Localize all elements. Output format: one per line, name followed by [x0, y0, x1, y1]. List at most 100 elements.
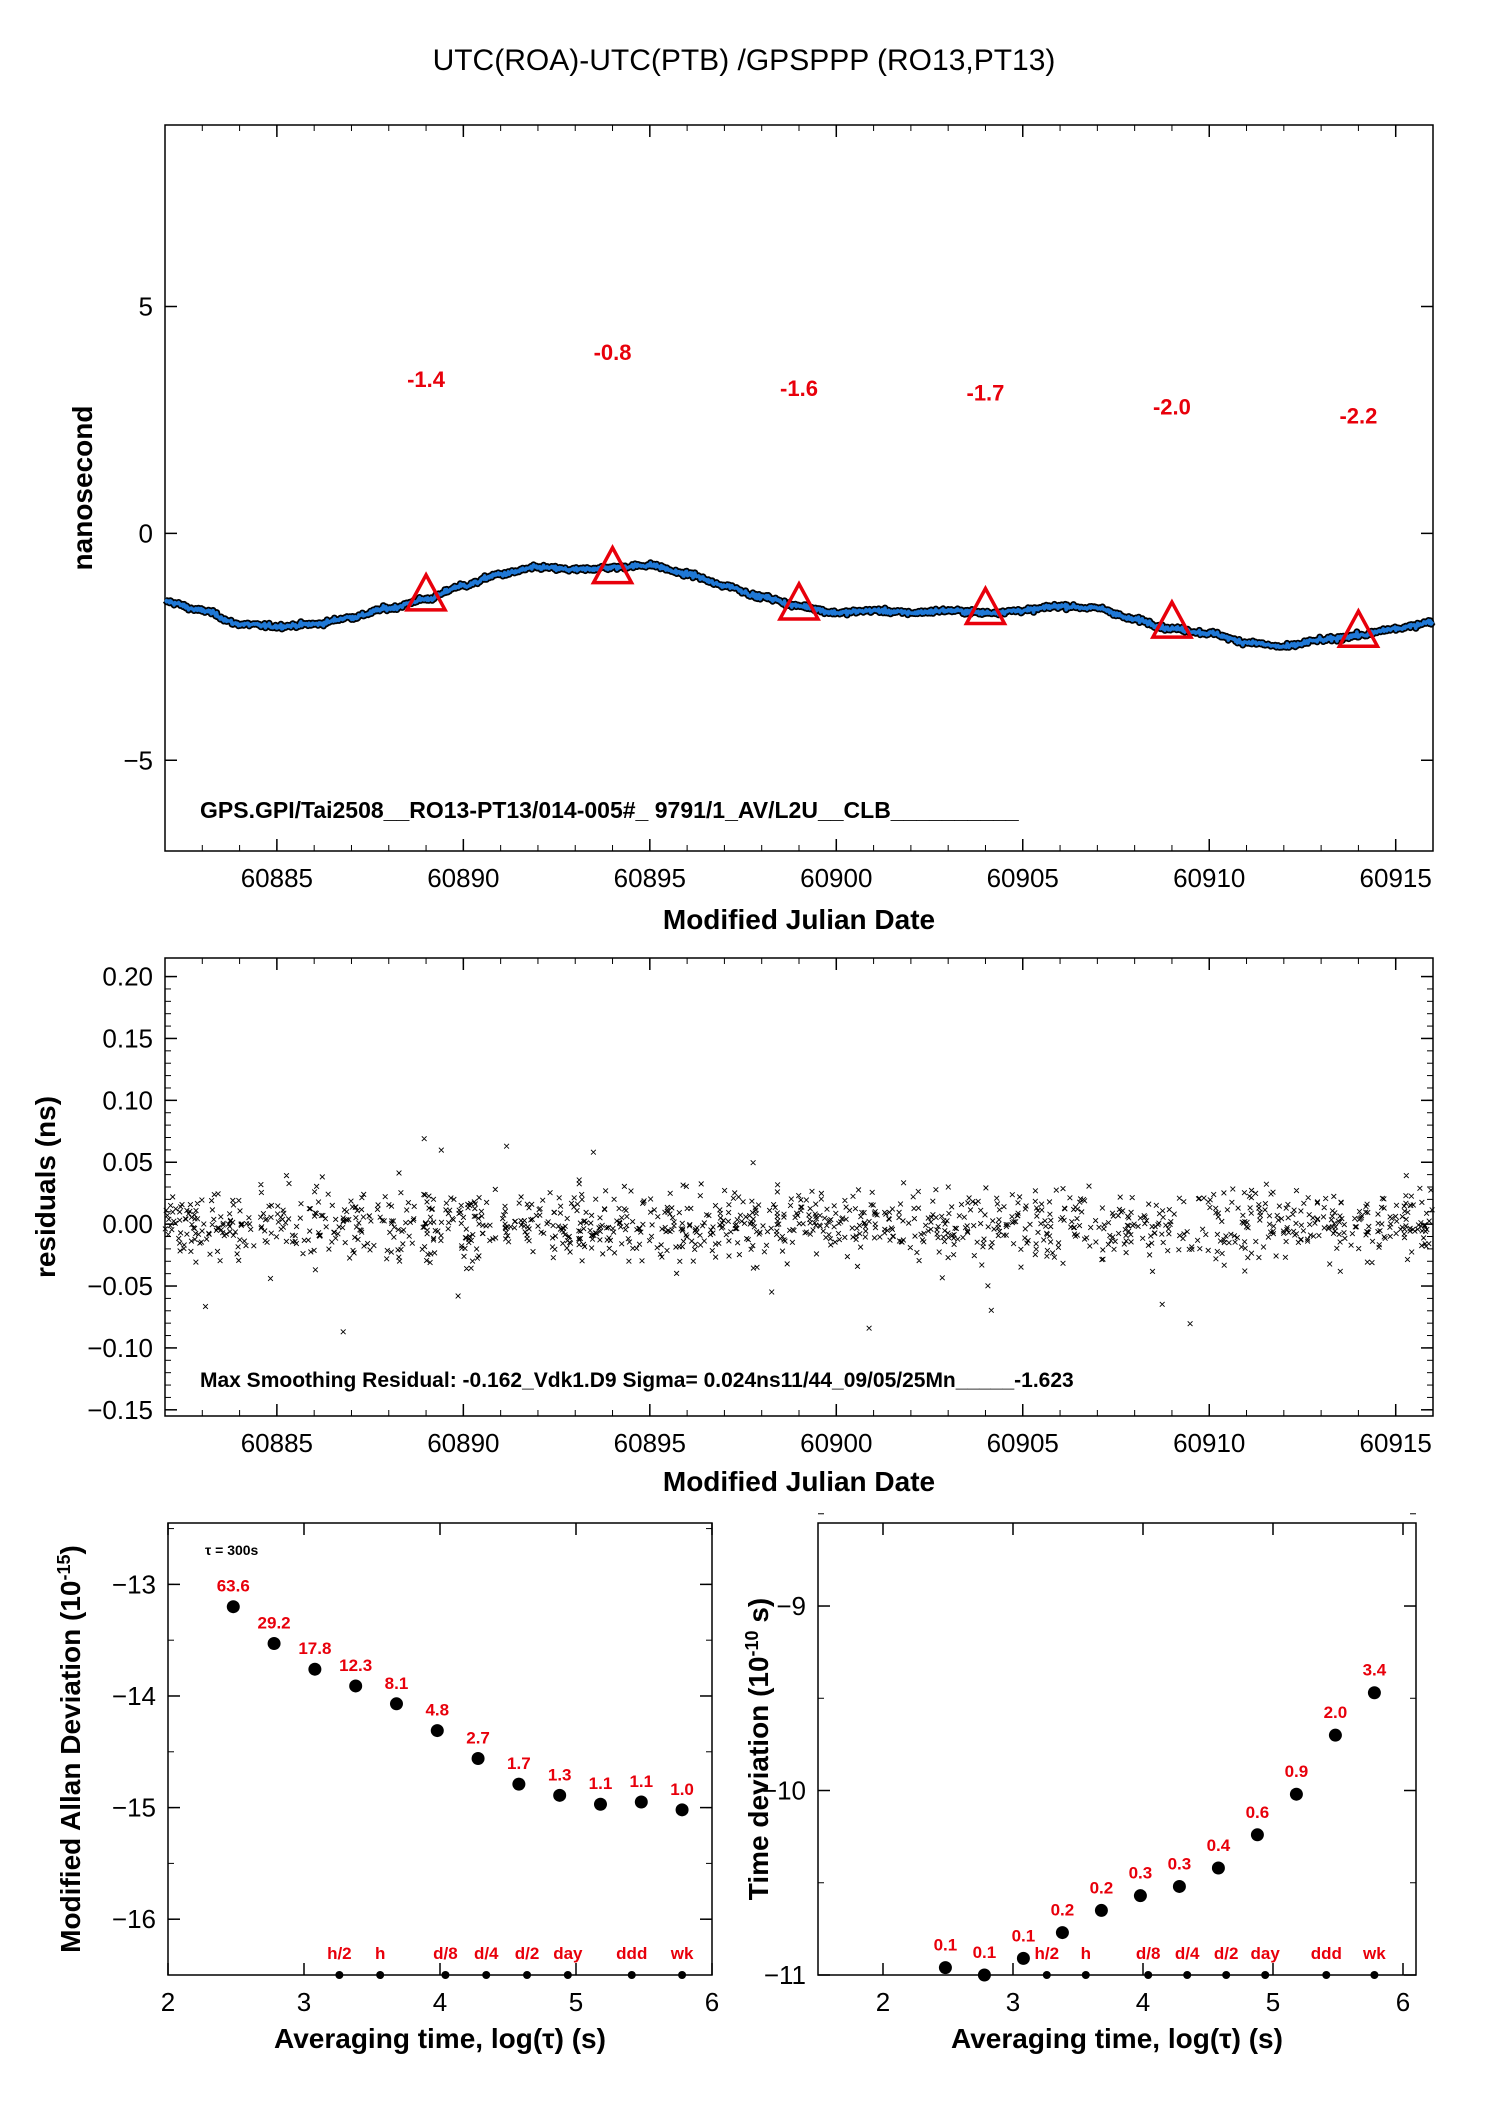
right-data-point — [1016, 1951, 1030, 1965]
left-y-axis-label: Modified Allan Deviation (10-15) — [54, 1545, 86, 1953]
left-reference-label: d/8 — [433, 1944, 458, 1963]
left-y-tick-label: −14 — [112, 1681, 156, 1711]
left-point-label: 1.7 — [507, 1754, 531, 1773]
right-x-axis-label: Averaging time, log(τ) (s) — [951, 2023, 1283, 2054]
right-data-point — [1055, 1926, 1069, 1940]
left-reference-dot — [563, 1971, 572, 1979]
mid-x-tick-label: 60885 — [241, 1428, 313, 1458]
right-data-point — [1211, 1861, 1225, 1875]
right-data-point — [1094, 1903, 1108, 1917]
top-marker-triangle — [590, 544, 635, 585]
mid-x-tick-label: 60895 — [614, 1428, 686, 1458]
top-y-axis-label: nanosecond — [67, 406, 98, 571]
time-deviation-panel: Time deviation (10-10 s) Averaging time,… — [742, 1513, 1417, 2054]
mid-x-tick-label: 60915 — [1360, 1428, 1432, 1458]
mid-y-tick-label: 0.05 — [102, 1147, 153, 1177]
left-point-label: 12.3 — [339, 1656, 372, 1675]
allan-deviation-panel: Modified Allan Deviation (10-15) Averagi… — [54, 1522, 719, 2054]
mid-residual-points — [162, 1135, 1435, 1335]
mid-x-tick-label: 60910 — [1173, 1428, 1245, 1458]
right-reference-label: ddd — [1311, 1944, 1342, 1963]
right-reference-label: d/4 — [1175, 1944, 1200, 1963]
left-point-label: 17.8 — [298, 1639, 331, 1658]
right-reference-dot — [1081, 1971, 1090, 1979]
right-data-point — [1289, 1787, 1303, 1801]
right-y-tick-label: −10 — [762, 1776, 806, 1806]
left-data-point — [593, 1797, 607, 1811]
mid-footnote: Max Smoothing Residual: -0.162_Vdk1.D9 S… — [200, 1369, 1074, 1392]
top-marker-triangle — [963, 584, 1008, 626]
top-x-tick-label: 60910 — [1173, 863, 1245, 893]
right-y-axis-label: Time deviation (10-10 s) — [742, 1598, 774, 1901]
left-reference-label: wk — [670, 1944, 694, 1963]
right-data-point — [977, 1968, 991, 1982]
left-data-point — [349, 1679, 363, 1693]
top-marker-label: -2.0 — [1153, 394, 1191, 419]
mid-x-tick-label: 60890 — [427, 1428, 499, 1458]
left-x-tick-label: 6 — [705, 1987, 719, 2017]
right-x-tick-label: 2 — [876, 1987, 890, 2017]
top-y-tick-label: 5 — [139, 292, 153, 322]
left-data-point — [226, 1600, 240, 1614]
right-point-label: 0.4 — [1207, 1836, 1231, 1855]
left-y-tick-label: −16 — [112, 1904, 156, 1934]
right-point-label: 0.3 — [1129, 1864, 1153, 1883]
top-marker-label: -2.2 — [1339, 403, 1377, 428]
left-data-point — [675, 1803, 689, 1817]
mid-y-tick-label: 0.15 — [102, 1023, 153, 1053]
top-y-tick-label: 0 — [139, 518, 153, 548]
mid-x-tick-label: 60900 — [800, 1428, 872, 1458]
mid-y-tick-label: 0.20 — [102, 962, 153, 992]
top-plot-frame — [164, 124, 1434, 852]
figure-title: UTC(ROA)-UTC(PTB) /GPSPPP (RO13,PT13) — [433, 44, 1056, 77]
right-point-label: 0.1 — [934, 1936, 958, 1955]
right-reference-dot — [1183, 1971, 1192, 1979]
mid-y-tick-label: −0.05 — [87, 1271, 153, 1301]
right-point-label: 2.0 — [1324, 1703, 1348, 1722]
left-reference-dot — [376, 1971, 385, 1979]
left-y-tick-label: −15 — [112, 1793, 156, 1823]
top-x-tick-label: 60905 — [987, 863, 1059, 893]
left-y-tick-label: −13 — [112, 1569, 156, 1599]
mid-y-axis-label: residuals (ns) — [30, 1096, 61, 1278]
right-point-label: 3.4 — [1363, 1661, 1387, 1680]
right-x-tick-label: 6 — [1396, 1987, 1410, 2017]
time-offset-panel: nanosecond Modified Julian Date GPS.GPI/… — [67, 124, 1436, 935]
left-reference-dot — [678, 1971, 687, 1979]
right-y-tick-label: −11 — [764, 1960, 806, 1990]
right-reference-dot — [1261, 1971, 1270, 1979]
right-data-point — [1250, 1828, 1264, 1842]
left-data-point — [430, 1724, 444, 1738]
right-reference-dot — [1144, 1971, 1153, 1979]
left-point-label: 2.7 — [466, 1728, 490, 1747]
right-point-label: 0.6 — [1246, 1803, 1270, 1822]
mid-x-tick-label: 60905 — [987, 1428, 1059, 1458]
right-x-tick-label: 5 — [1266, 1987, 1280, 2017]
right-data-point — [938, 1961, 952, 1975]
tau-note: τ = 300s — [205, 1542, 259, 1558]
left-point-label: 1.1 — [629, 1772, 653, 1791]
left-reference-label: day — [553, 1944, 583, 1963]
left-reference-label: d/2 — [515, 1944, 540, 1963]
right-reference-label: h — [1081, 1944, 1091, 1963]
left-data-point — [634, 1795, 648, 1809]
top-marker-triangle — [404, 571, 449, 612]
left-point-label: 29.2 — [258, 1614, 291, 1633]
right-data-point — [1367, 1686, 1381, 1700]
mid-plot-frame — [164, 957, 1434, 1417]
right-data-point — [1328, 1728, 1342, 1742]
top-x-tick-label: 60890 — [427, 863, 499, 893]
right-data-point — [1133, 1889, 1147, 1903]
mid-y-tick-label: −0.15 — [87, 1395, 153, 1425]
left-data-point — [553, 1788, 567, 1802]
left-data-point — [512, 1777, 526, 1791]
mid-x-axis-label: Modified Julian Date — [663, 1466, 935, 1497]
left-reference-dot — [335, 1971, 344, 1979]
left-reference-label: d/4 — [474, 1944, 499, 1963]
left-data-point — [389, 1697, 403, 1711]
top-marker-triangle — [777, 580, 821, 621]
top-marker-label: -0.8 — [594, 340, 632, 365]
right-point-label: 0.1 — [1012, 1926, 1036, 1945]
left-point-label: 63.6 — [217, 1577, 250, 1596]
